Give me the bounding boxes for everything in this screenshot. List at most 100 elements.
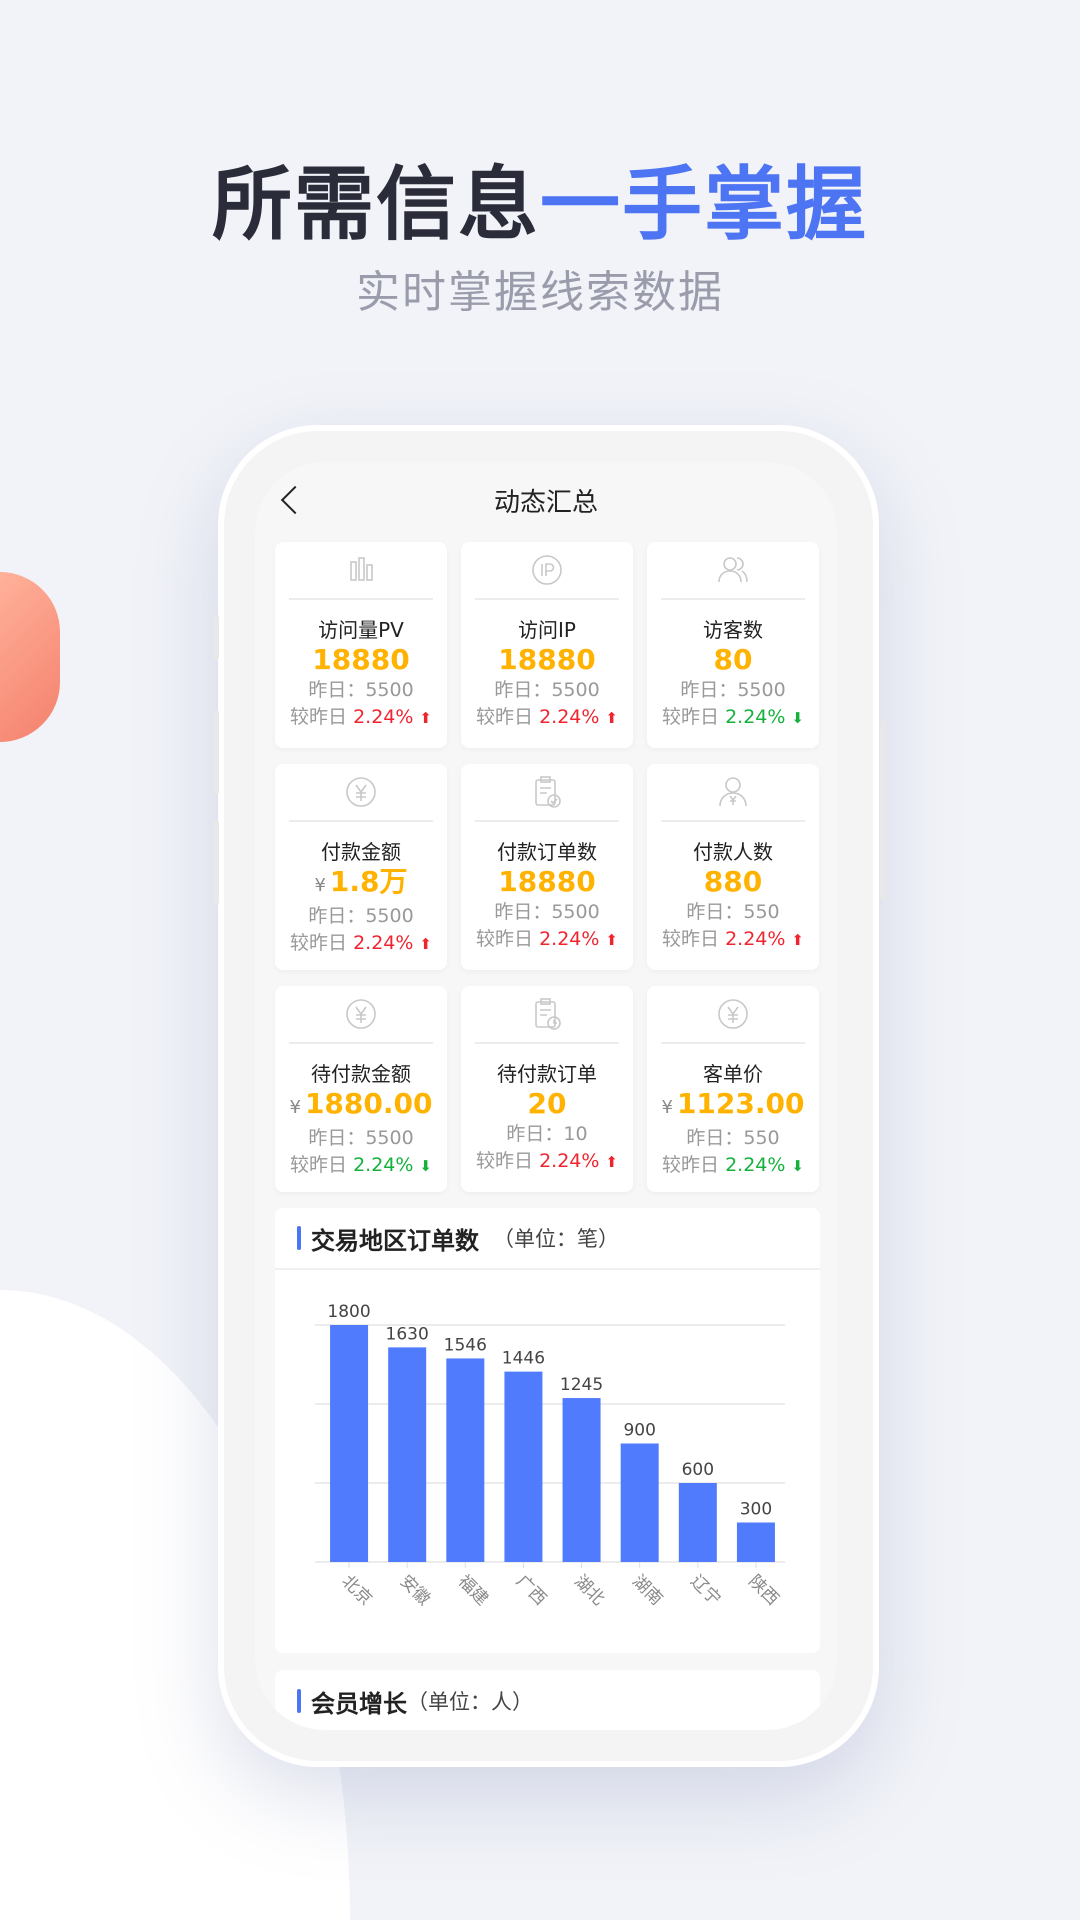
currency-symbol: ¥: [661, 1097, 673, 1118]
stat-card[interactable]: 待付款金额 ¥1880.00 昨日：5500 较昨日 2.24% ⬇: [275, 986, 447, 1192]
stat-value-number: 1.8万: [329, 865, 408, 898]
compare-label: 较昨日: [662, 928, 720, 950]
stat-card[interactable]: 访问量PV 18880 昨日：5500 较昨日 2.24% ⬆: [275, 542, 447, 748]
data-label: 1800: [327, 1302, 370, 1322]
stats-grid: 访问量PV 18880 昨日：5500 较昨日 2.24% ⬆ 访问IP 1888…: [275, 542, 820, 1192]
x-tick-label: 安徽: [396, 1571, 434, 1609]
stat-card[interactable]: 访问IP 18880 昨日：5500 较昨日 2.24% ⬆: [461, 542, 633, 748]
title-marker: [297, 1226, 301, 1250]
arrow-up-icon: ⬆: [419, 935, 432, 953]
change-percent: 2.24%: [539, 706, 600, 728]
bar: [620, 1443, 659, 1562]
phone-side-button: [213, 615, 219, 660]
stat-card[interactable]: 付款金额 ¥1.8万 昨日：5500 较昨日 2.24% ⬆: [275, 764, 447, 970]
stat-label: 访问量PV: [318, 618, 404, 642]
compare-label: 较昨日: [476, 706, 534, 728]
x-tick-label: 湖北: [570, 1571, 608, 1609]
x-tick-label: 福建: [454, 1571, 492, 1609]
x-tick-label: 广西: [512, 1571, 550, 1609]
stat-compare: 较昨日 2.24% ⬆: [461, 1147, 633, 1176]
decorative-circle: [0, 572, 60, 742]
change-percent: 2.24%: [725, 928, 786, 950]
panel-unit: （单位：笔）: [493, 1227, 619, 1251]
stat-yesterday: 昨日：5500: [494, 901, 600, 923]
bar: [330, 1325, 369, 1562]
arrow-up-icon: ⬆: [605, 1153, 618, 1171]
stat-value: 20: [461, 1087, 633, 1121]
stat-card[interactable]: 付款人数 880 昨日：550 较昨日 2.24% ⬆: [647, 764, 819, 970]
stat-yesterday: 昨日：10: [506, 1123, 588, 1145]
yen-circle-icon: [346, 777, 376, 807]
panel-unit: （单位：人）: [407, 1690, 533, 1714]
stat-value: ¥1880.00: [275, 1087, 447, 1125]
arrow-down-icon: ⬇: [419, 1157, 432, 1175]
stat-compare: 较昨日 2.24% ⬇: [647, 1151, 819, 1180]
stat-card[interactable]: 访客数 80 昨日：5500 较昨日 2.24% ⬇: [647, 542, 819, 748]
stat-value-number: 1123.00: [676, 1087, 805, 1120]
stat-yesterday: 昨日：5500: [308, 679, 414, 701]
title-marker: [297, 1689, 301, 1713]
phone-side-button: [880, 720, 886, 900]
stat-label: 访客数: [703, 618, 763, 642]
bar: [388, 1347, 427, 1562]
hero-title: 所需信息一手掌握: [0, 140, 1080, 256]
currency-symbol: ¥: [314, 875, 326, 896]
data-label: 1446: [502, 1349, 545, 1369]
stat-compare: 较昨日 2.24% ⬇: [275, 1151, 447, 1180]
x-tick-label: 陕西: [744, 1571, 782, 1609]
change-percent: 2.24%: [725, 706, 786, 728]
stat-label: 付款人数: [693, 840, 773, 864]
data-label: 900: [623, 1421, 655, 1441]
bar-chart-icon: [350, 557, 373, 581]
stat-compare: 较昨日 2.24% ⬆: [461, 925, 633, 954]
stat-value: 880: [647, 865, 819, 899]
stat-value: 18880: [275, 643, 447, 677]
arrow-down-icon: ⬇: [791, 1157, 804, 1175]
bar: [504, 1371, 543, 1562]
data-label: 1630: [386, 1324, 429, 1344]
stat-label: 付款金额: [321, 840, 401, 864]
arrow-up-icon: ⬆: [605, 931, 618, 949]
stat-value-number: 18880: [498, 643, 596, 676]
stat-compare: 较昨日 2.24% ⬆: [461, 703, 633, 732]
stat-value-number: 18880: [312, 643, 410, 676]
stat-yesterday: 昨日：5500: [308, 905, 414, 927]
arrow-up-icon: ⬆: [791, 931, 804, 949]
bar: [736, 1522, 775, 1562]
panel-title: 会员增长: [311, 1689, 407, 1718]
stat-label: 待付款金额: [311, 1062, 411, 1086]
bar: [562, 1398, 601, 1562]
compare-label: 较昨日: [290, 932, 348, 954]
arrow-up-icon: ⬆: [419, 709, 432, 727]
stat-label: 访问IP: [518, 618, 576, 642]
stat-card[interactable]: 待付款订单 20 昨日：10 较昨日 2.24% ⬆: [461, 986, 633, 1192]
panel-title: 交易地区订单数: [311, 1226, 479, 1255]
stat-card[interactable]: 付款订单数 18880 昨日：5500 较昨日 2.24% ⬆: [461, 764, 633, 970]
yen-circle-icon: [718, 999, 748, 1029]
phone-screen: 动态汇总 访问量PV 18880 昨日：5500 较昨日 2.24% ⬆ 访问IP…: [255, 462, 837, 1730]
stat-label: 付款订单数: [497, 840, 597, 864]
x-tick-label: 辽宁: [686, 1571, 724, 1609]
change-percent: 2.24%: [725, 1154, 786, 1176]
data-label: 600: [682, 1460, 714, 1480]
stat-compare: 较昨日 2.24% ⬇: [647, 703, 819, 732]
compare-label: 较昨日: [476, 928, 534, 950]
change-percent: 2.24%: [539, 1150, 600, 1172]
arrow-down-icon: ⬇: [791, 709, 804, 727]
hero-title-dark: 所需信息: [212, 158, 540, 251]
stat-value: ¥1.8万: [275, 865, 447, 903]
stat-value: 18880: [461, 865, 633, 899]
stat-compare: 较昨日 2.24% ⬆: [275, 929, 447, 958]
stat-label: 客单价: [703, 1062, 763, 1086]
data-label: 300: [740, 1500, 772, 1520]
stat-value-number: 1880.00: [304, 1087, 433, 1120]
compare-label: 较昨日: [662, 706, 720, 728]
stat-label: 待付款订单: [497, 1062, 597, 1086]
stat-card[interactable]: 客单价 ¥1123.00 昨日：550 较昨日 2.24% ⬇: [647, 986, 819, 1192]
stat-value-number: 20: [527, 1087, 567, 1120]
stat-yesterday: 昨日：550: [686, 1127, 780, 1149]
stat-compare: 较昨日 2.24% ⬆: [275, 703, 447, 732]
bar: [446, 1358, 485, 1562]
users-icon: [718, 557, 748, 583]
clipboard-clock-icon: [535, 998, 561, 1030]
